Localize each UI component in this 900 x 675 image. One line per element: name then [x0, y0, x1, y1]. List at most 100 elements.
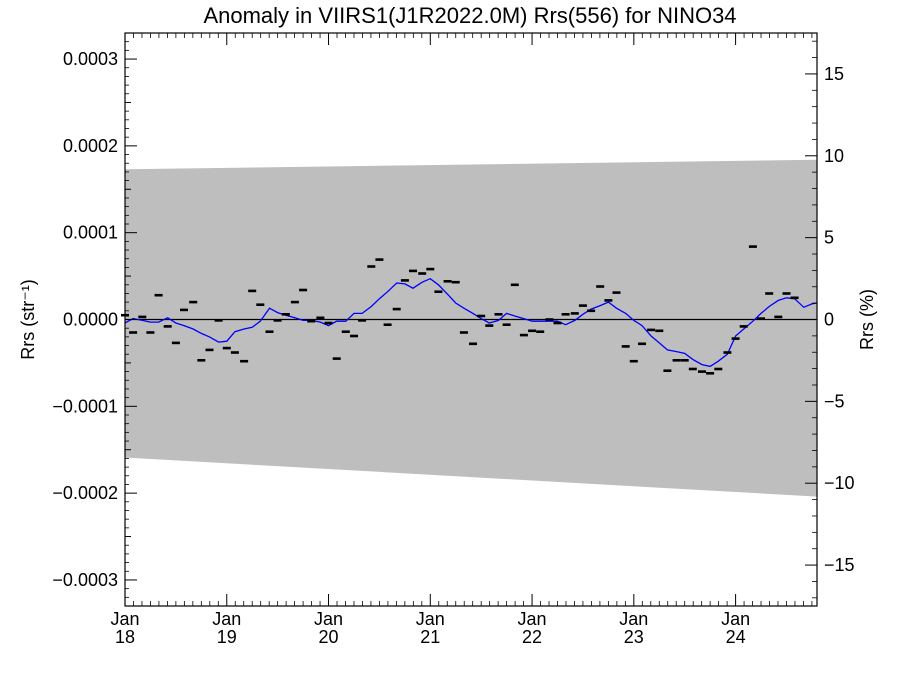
anomaly-point-56: [596, 285, 605, 288]
anomaly-point-71: [723, 351, 732, 354]
anomaly-point-2: [138, 315, 147, 319]
anomaly-point-4: [154, 293, 163, 297]
y-left-tick-label: 0.0002: [63, 136, 118, 156]
y-left-tick-label: 0.0001: [63, 223, 118, 243]
x-tick-month-label: Jan: [212, 609, 241, 629]
anomaly-point-42: [477, 314, 486, 318]
anomaly-point-27: [350, 334, 358, 338]
anomaly-point-61: [638, 342, 646, 346]
y-right-tick-label: 10: [824, 146, 844, 166]
x-tick-year-label: 20: [319, 627, 339, 647]
anomaly-point-57: [604, 299, 613, 302]
x-tick-year-label: 19: [217, 627, 237, 647]
anomaly-point-67: [688, 367, 697, 371]
anomaly-point-46: [510, 283, 519, 287]
anomaly-point-22: [307, 319, 316, 323]
anomaly-point-36: [426, 267, 435, 271]
y-right-tick-label: 5: [824, 228, 834, 248]
anomaly-point-59: [621, 345, 630, 348]
anomaly-point-32: [392, 307, 401, 311]
anomaly-point-7: [180, 308, 188, 312]
anomaly-point-73: [739, 325, 748, 328]
uncertainty-band-layer: [125, 159, 817, 497]
anomaly-point-16: [256, 303, 265, 306]
anomaly-point-47: [519, 333, 528, 337]
anomaly-point-55: [587, 309, 596, 313]
y-right-tick-label: −15: [824, 555, 855, 575]
anomaly-point-65: [672, 359, 681, 362]
anomaly-point-30: [375, 258, 384, 261]
anomaly-point-39: [451, 280, 460, 284]
anomaly-point-53: [570, 312, 579, 315]
x-tick-year-label: 24: [726, 627, 746, 647]
anomaly-point-38: [443, 280, 452, 283]
anomaly-point-75: [757, 317, 765, 320]
anomaly-point-52: [561, 313, 570, 316]
x-tick-month-label: Jan: [721, 609, 750, 629]
y-left-axis-title: Rrs (str⁻¹): [18, 279, 38, 359]
anomaly-point-15: [248, 289, 257, 293]
anomaly-point-49: [536, 330, 545, 333]
anomaly-point-19: [281, 313, 290, 316]
anomaly-point-5: [163, 325, 172, 328]
anomaly-point-31: [383, 323, 392, 326]
tick-layer: [124, 33, 817, 606]
x-tick-month-label: Jan: [518, 609, 547, 629]
anomaly-point-76: [765, 292, 774, 295]
anomaly-point-37: [434, 290, 443, 293]
anomaly-point-64: [663, 369, 672, 372]
x-tick-month-label: Jan: [314, 609, 343, 629]
anomaly-point-17: [265, 330, 274, 333]
y-right-tick-label: 15: [824, 64, 844, 84]
anomaly-point-18: [273, 319, 282, 322]
anomaly-point-54: [578, 304, 587, 307]
anomaly-point-45: [502, 323, 511, 326]
anomaly-point-43: [485, 324, 494, 327]
x-tick-year-label: 23: [624, 627, 644, 647]
anomaly-point-77: [774, 315, 783, 319]
anomaly-point-74: [748, 245, 757, 248]
anomaly-point-78: [782, 292, 791, 295]
anomaly-point-11: [214, 319, 223, 322]
anomaly-point-34: [409, 269, 417, 273]
anomaly-point-63: [655, 329, 664, 333]
y-right-tick-label: 0: [824, 310, 834, 330]
anomaly-point-35: [418, 272, 427, 275]
anomaly-point-69: [706, 372, 715, 375]
anomaly-point-70: [714, 367, 723, 371]
x-tick-year-label: 21: [420, 627, 440, 647]
anomaly-point-60: [629, 359, 638, 363]
y-left-tick-label: 0.0000: [63, 310, 118, 330]
anomaly-point-40: [459, 331, 468, 334]
anomaly-point-6: [171, 341, 180, 345]
anomaly-point-26: [341, 330, 350, 333]
anomaly-point-3: [146, 331, 155, 334]
anomaly-point-10: [205, 348, 214, 352]
x-tick-month-label: Jan: [110, 609, 139, 629]
anomaly-point-21: [299, 288, 308, 292]
anomaly-point-44: [494, 313, 503, 316]
x-tick-month-label: Jan: [416, 609, 445, 629]
running-mean-line: [124, 277, 818, 368]
anomaly-point-79: [790, 296, 799, 300]
anomaly-point-33: [400, 279, 409, 282]
axis-label-layer: 0.0003 0.0002 0.0001 0.0000 −0.0001 −0.0002 −0…: [18, 49, 877, 647]
anomaly-point-68: [698, 370, 706, 373]
anomaly-point-9: [197, 359, 206, 362]
y-right-axis-title: Rrs (%): [857, 289, 877, 350]
anomaly-point-20: [290, 300, 299, 304]
anomaly-point-25: [332, 357, 341, 360]
y-left-tick-label: 0.0003: [63, 49, 118, 69]
anomaly-point-58: [612, 291, 621, 294]
x-tick-month-label: Jan: [619, 609, 648, 629]
running-mean-layer: [124, 277, 818, 368]
anomaly-point-24: [324, 321, 333, 325]
x-tick-year-label: 22: [522, 627, 542, 647]
anomaly-point-14: [240, 359, 249, 363]
y-right-tick-label: −5: [824, 391, 845, 411]
anomaly-point-1: [129, 331, 138, 334]
anomaly-point-72: [731, 337, 740, 340]
anomaly-point-41: [469, 342, 477, 346]
y-left-tick-label: −0.0003: [52, 570, 118, 590]
